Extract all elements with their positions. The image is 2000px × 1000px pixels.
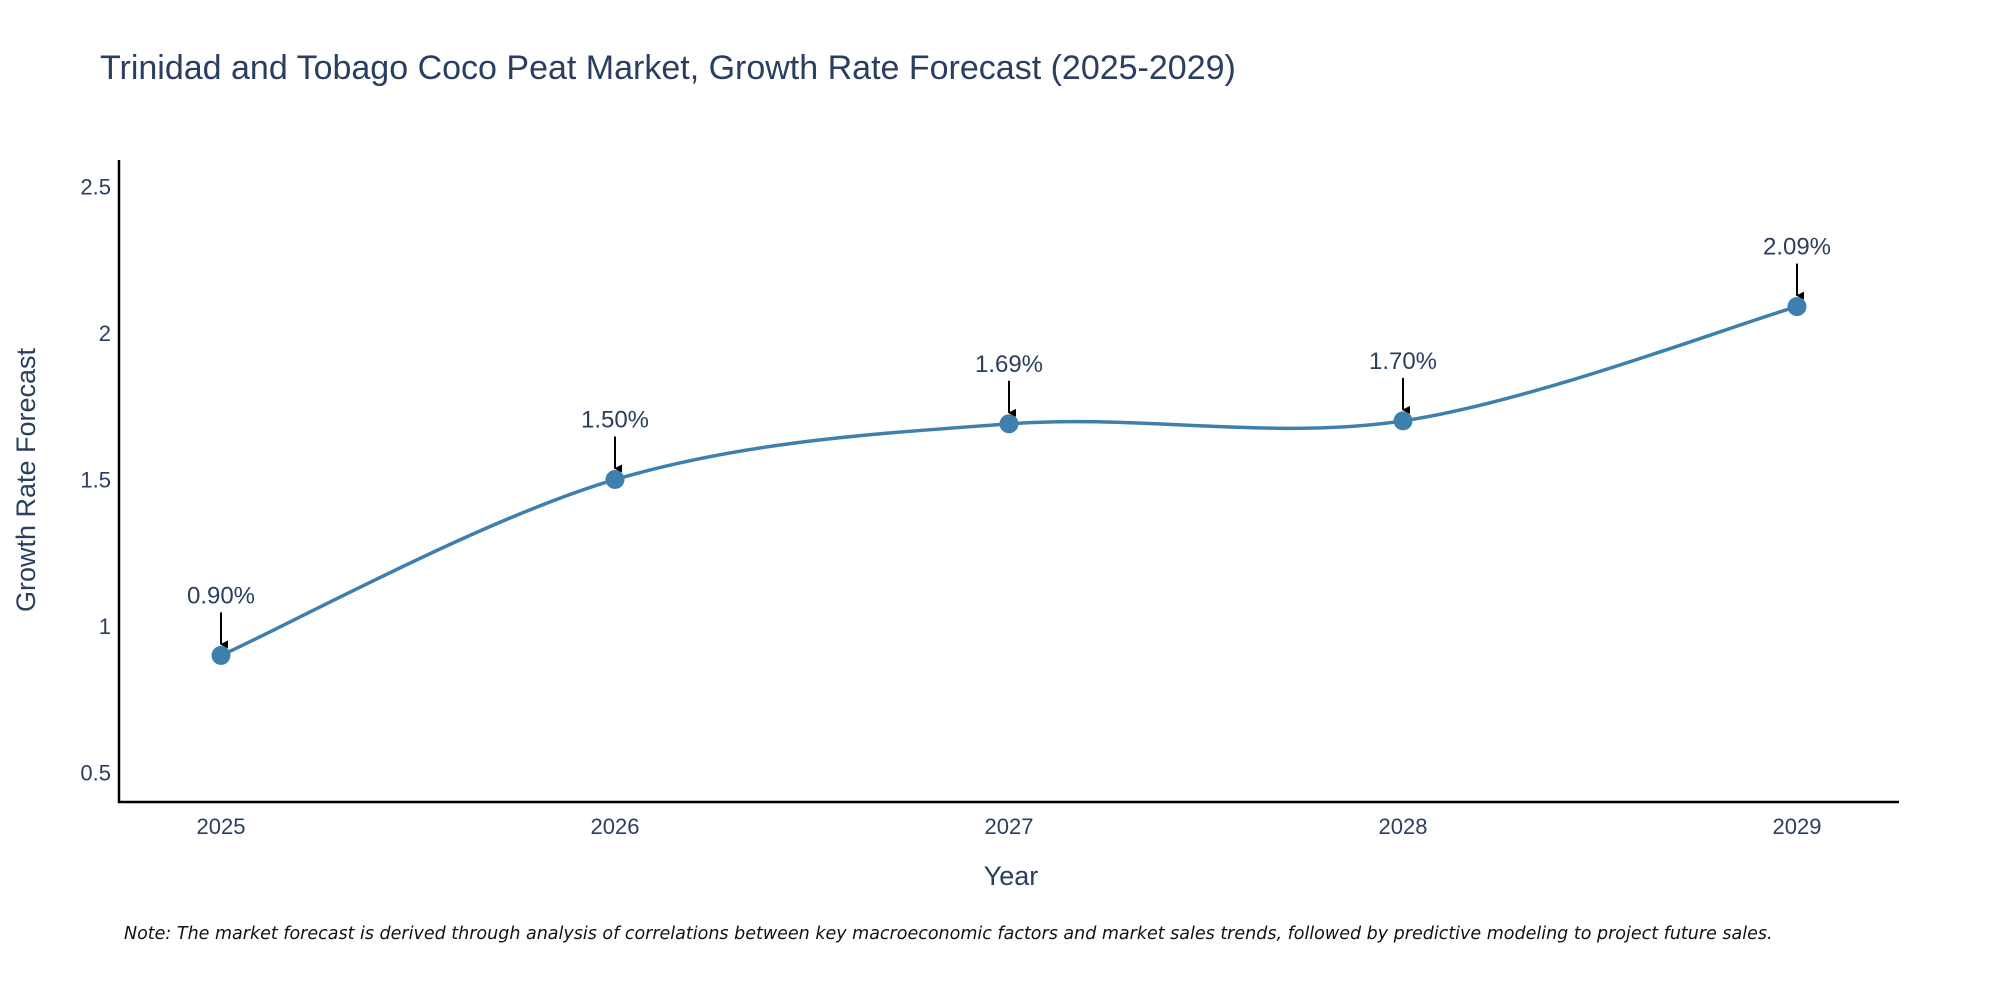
y-tick-label: 1: [99, 614, 111, 639]
data-point[interactable]: [605, 470, 625, 490]
data-point[interactable]: [999, 414, 1019, 434]
data-label: 2.09%: [1763, 234, 1831, 261]
y-tick-label: 0.5: [80, 761, 111, 786]
y-tick-label: 1.5: [80, 468, 111, 493]
footnote: Note: The market forecast is derived thr…: [124, 924, 1773, 944]
chart-title: Trinidad and Tobago Coco Peat Market, Gr…: [100, 49, 1236, 87]
y-axis-ticks: 0.5 1 1.5 2 2.5: [80, 174, 111, 785]
axes: [117, 160, 1899, 804]
x-axis-title: Year: [984, 861, 1039, 891]
x-tick-label: 2029: [1773, 814, 1822, 839]
data-label: 0.90%: [187, 582, 255, 609]
x-axis-ticks: 2025 2026 2027 2028 2029: [197, 814, 1822, 839]
y-tick-label: 2.5: [80, 174, 111, 199]
data-label: 1.70%: [1369, 348, 1437, 375]
series: [211, 297, 1807, 665]
x-tick-label: 2027: [985, 814, 1034, 839]
data-label: 1.50%: [581, 407, 649, 434]
x-tick-label: 2025: [197, 814, 246, 839]
y-tick-label: 2: [99, 321, 111, 346]
data-labels: 0.90% 1.50% 1.69% 1.70% 2.09%: [187, 234, 1831, 649]
y-axis-title: Growth Rate Forecast: [11, 347, 41, 612]
data-label: 1.69%: [975, 351, 1043, 378]
x-tick-label: 2026: [591, 814, 640, 839]
data-point[interactable]: [1787, 297, 1807, 317]
data-point[interactable]: [1393, 411, 1413, 431]
x-tick-label: 2028: [1379, 814, 1428, 839]
data-point[interactable]: [211, 645, 231, 665]
